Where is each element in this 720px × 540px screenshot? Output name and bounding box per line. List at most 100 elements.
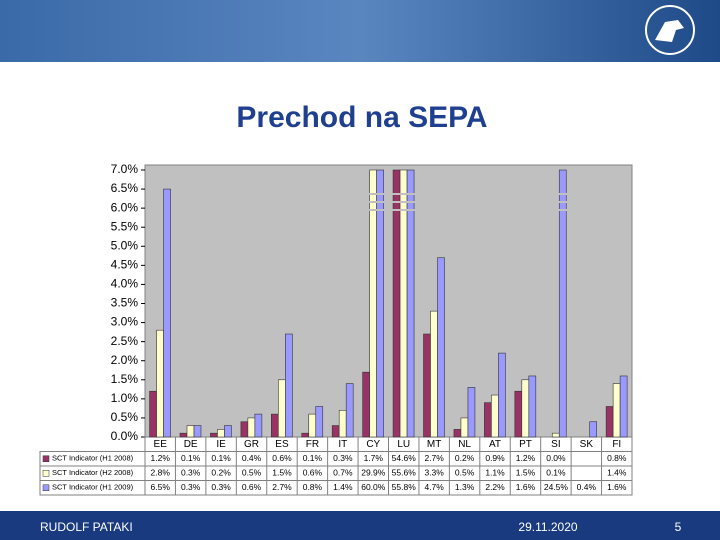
- y-tick-label: 6.5%: [111, 181, 139, 195]
- legend-frame: [39, 451, 146, 496]
- logo: [645, 5, 695, 55]
- bar: [612, 383, 621, 438]
- table-value: 0.2%: [455, 453, 475, 463]
- footer-bar: [0, 511, 720, 540]
- table-value: 0.1%: [303, 453, 323, 463]
- legend-label: SCT Indicator (H1 2008): [52, 454, 134, 463]
- y-tick-label: 0.0%: [111, 429, 139, 443]
- table-value: 0.9%: [485, 453, 505, 463]
- x-category-label: FI: [612, 439, 621, 450]
- y-tick-label: 4.5%: [111, 258, 139, 272]
- bar: [149, 390, 157, 438]
- y-tick-label: 5.0%: [111, 238, 139, 252]
- bar: [460, 417, 469, 438]
- table-value: 2.7%: [424, 453, 444, 463]
- table-value: 4.7%: [424, 482, 444, 492]
- table-value: 1.1%: [485, 468, 505, 478]
- bar: [254, 413, 263, 438]
- x-category-label: SK: [580, 439, 594, 450]
- bar: [186, 425, 195, 438]
- table-value: 0.4%: [242, 453, 262, 463]
- table-value: 2.2%: [485, 482, 505, 492]
- bar: [528, 375, 537, 438]
- x-category-label: CY: [366, 439, 380, 450]
- table-value: 0.0%: [546, 453, 566, 463]
- legend-swatch: [42, 484, 50, 491]
- table-value: 0.1%: [181, 453, 201, 463]
- y-tick-label: 2.5%: [111, 334, 139, 348]
- table-value: 1.5%: [272, 468, 292, 478]
- x-category-label: LU: [397, 439, 410, 450]
- bar: [521, 379, 530, 438]
- table-value: 2.7%: [272, 482, 292, 492]
- table-value: 1.6%: [607, 482, 627, 492]
- y-tick-label: 7.0%: [111, 162, 139, 176]
- bar: [247, 417, 256, 438]
- bar: [217, 429, 225, 438]
- legend-label: SCT Indicator (H1 2009): [52, 483, 134, 492]
- table-value: 0.3%: [333, 453, 353, 463]
- x-category-label: ES: [275, 439, 289, 450]
- footer-date: 29.11.2020: [518, 520, 577, 534]
- table-value: 0.8%: [303, 482, 323, 492]
- bar: [193, 425, 202, 438]
- x-category-label: MT: [427, 439, 441, 450]
- bar: [619, 375, 628, 438]
- y-tick-label: 4.0%: [111, 277, 139, 291]
- bar: [498, 352, 506, 438]
- bar: [338, 409, 347, 438]
- bar: [430, 310, 438, 438]
- table-value: 1.2%: [516, 453, 536, 463]
- bar: [224, 425, 232, 438]
- bar: [453, 429, 462, 438]
- bar: [551, 432, 560, 438]
- header-banner: [0, 0, 720, 62]
- slide-title: Prechod na SEPA: [236, 101, 487, 134]
- table-value: 1.3%: [455, 482, 475, 492]
- table-value: 55.6%: [392, 468, 417, 478]
- bar: [514, 390, 523, 438]
- bar: [315, 406, 324, 438]
- table-value: 0.2%: [211, 468, 231, 478]
- bar: [437, 257, 445, 438]
- table-value: 0.7%: [333, 468, 353, 478]
- bar: [423, 333, 431, 438]
- table-value: 24.5%: [544, 482, 569, 492]
- plot-area: [144, 164, 633, 438]
- bar: [331, 425, 340, 438]
- bar: [376, 169, 384, 438]
- table-value: 0.1%: [546, 468, 566, 478]
- bar: [308, 413, 317, 438]
- bar: [278, 379, 286, 438]
- bar: [589, 421, 597, 438]
- x-category-label: SI: [551, 439, 560, 450]
- bar: [467, 387, 476, 438]
- y-tick-label: 1.5%: [111, 372, 139, 386]
- bar: [210, 432, 218, 438]
- x-category-label: PT: [519, 439, 532, 450]
- logo-figure: [655, 20, 684, 42]
- table-value: 0.5%: [455, 468, 475, 478]
- table-value: 55.8%: [392, 482, 417, 492]
- table-value: 60.0%: [361, 482, 386, 492]
- bar: [362, 371, 370, 438]
- table-value: 1.4%: [607, 468, 627, 478]
- footer-page: 5: [675, 520, 682, 534]
- table-value: 1.2%: [151, 453, 171, 463]
- bar: [285, 333, 293, 438]
- y-tick-label: 1.0%: [111, 391, 139, 405]
- y-tick-label: 5.5%: [111, 219, 139, 233]
- x-category-label: IT: [338, 439, 347, 450]
- table-value: 0.8%: [607, 453, 627, 463]
- bar: [163, 188, 171, 438]
- y-tick-label: 2.0%: [111, 353, 139, 367]
- legend-swatch: [42, 455, 50, 462]
- bar: [484, 402, 492, 438]
- table-value: 0.6%: [242, 482, 262, 492]
- table-value: 0.5%: [242, 468, 262, 478]
- x-category-label: AT: [489, 439, 501, 450]
- x-category-label: GR: [244, 439, 259, 450]
- x-category-label: DE: [184, 439, 198, 450]
- legend-label: SCT Indicator (H2 2008): [52, 468, 134, 477]
- table-value: 6.5%: [151, 482, 171, 492]
